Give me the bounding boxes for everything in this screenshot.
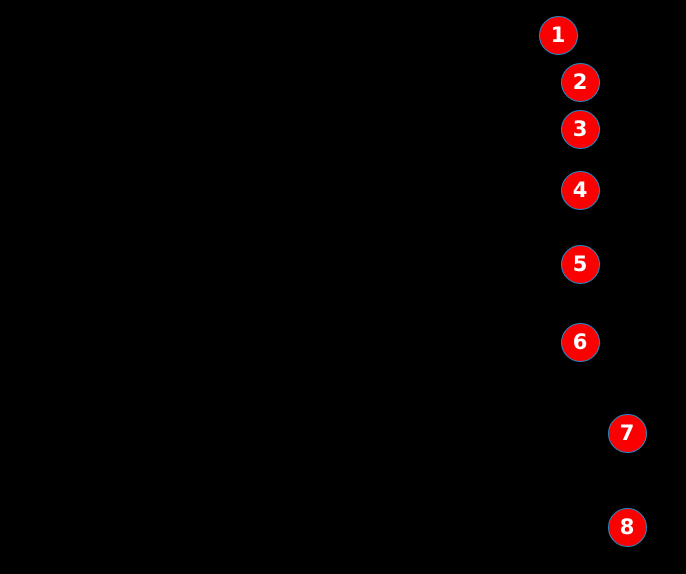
annotation-marker-6[interactable]: 6 bbox=[560, 322, 600, 362]
annotation-marker-5[interactable]: 5 bbox=[560, 244, 600, 284]
annotation-marker-7[interactable]: 7 bbox=[607, 413, 647, 453]
annotation-marker-4[interactable]: 4 bbox=[560, 170, 600, 210]
annotation-marker-1[interactable]: 1 bbox=[538, 15, 578, 55]
annotation-marker-8[interactable]: 8 bbox=[607, 507, 647, 547]
annotation-marker-3[interactable]: 3 bbox=[560, 109, 600, 149]
annotation-marker-2[interactable]: 2 bbox=[560, 62, 600, 102]
